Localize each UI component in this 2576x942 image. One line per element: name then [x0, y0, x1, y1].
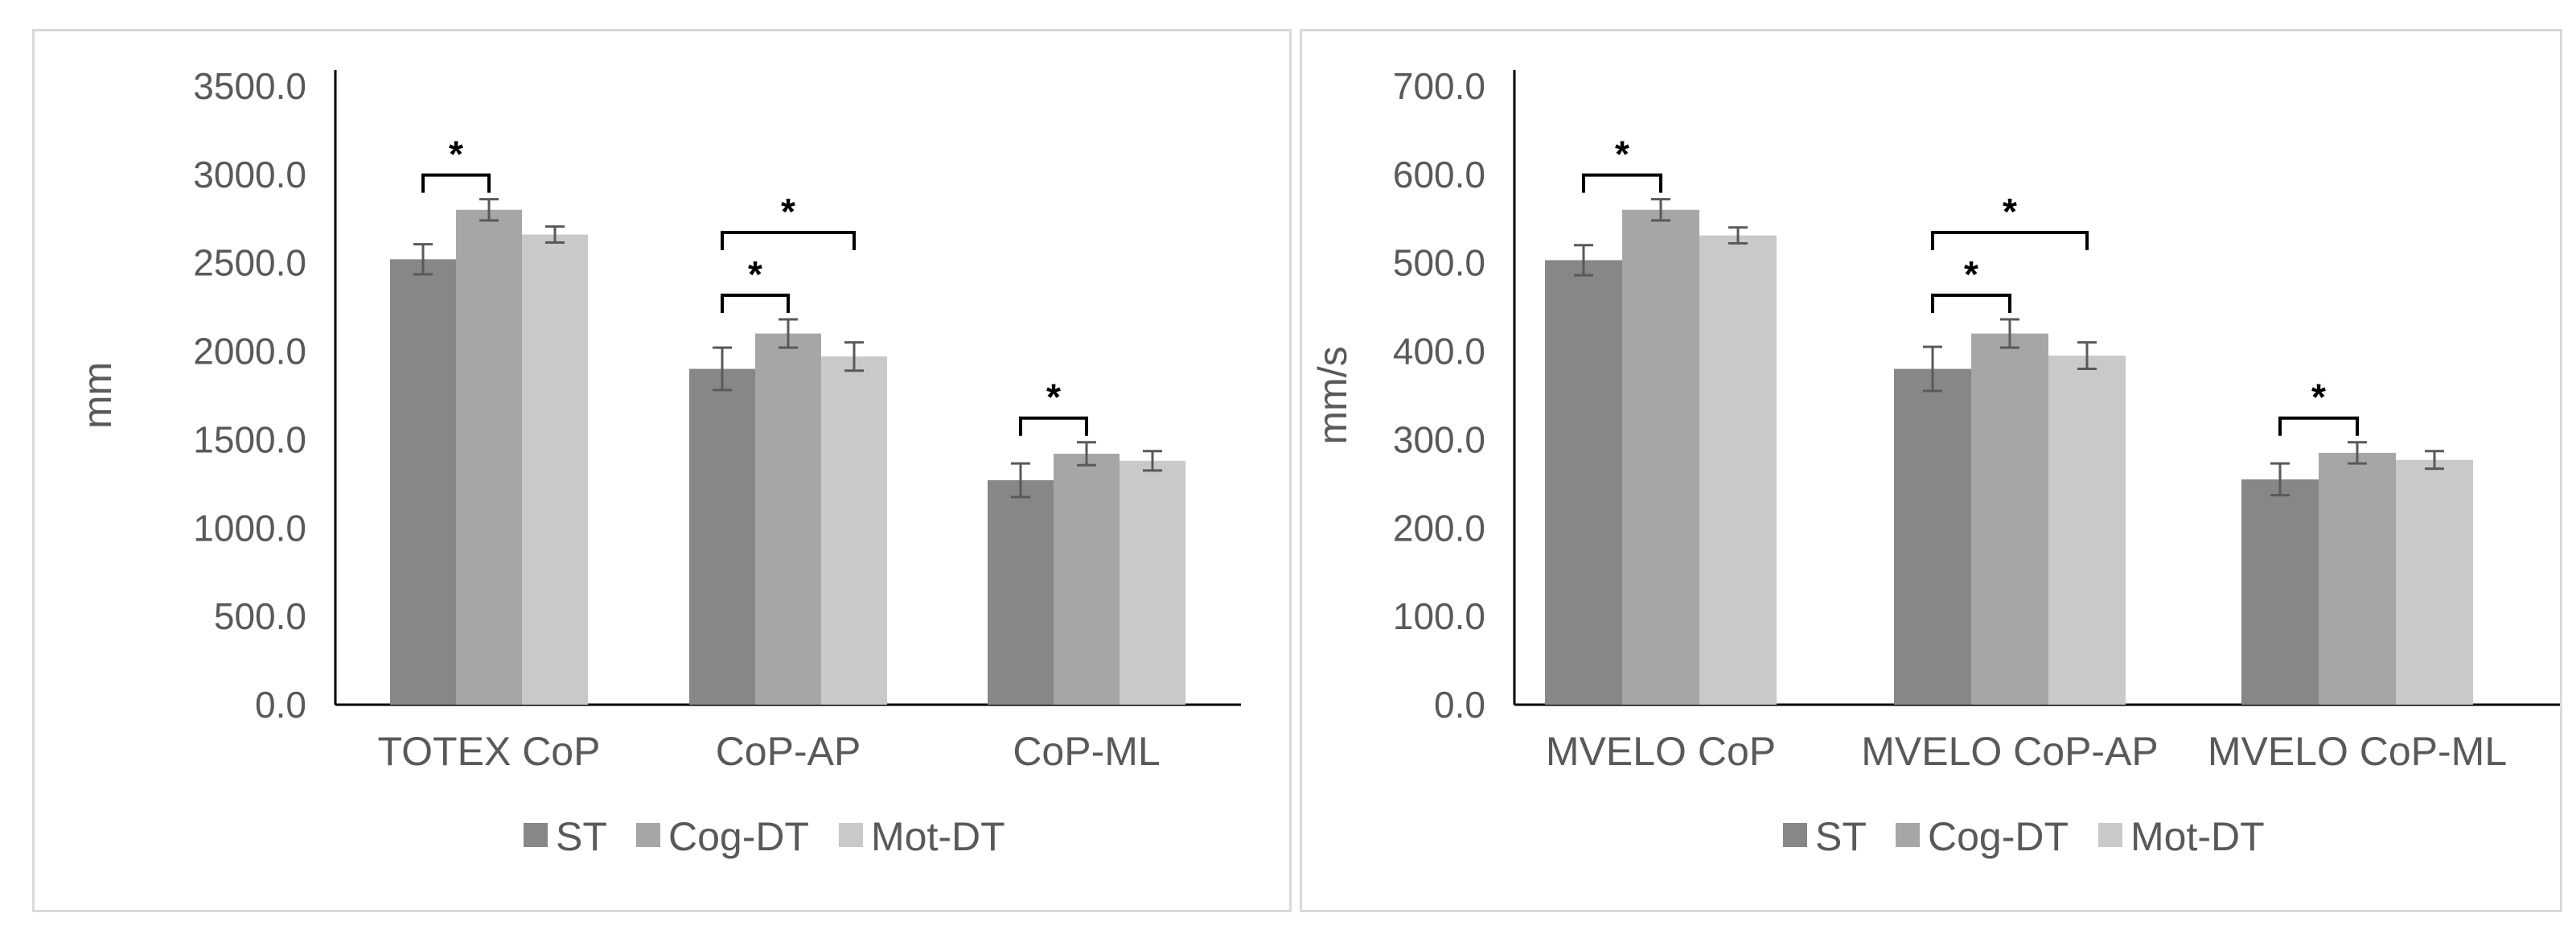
bar-st	[2241, 479, 2319, 705]
significance-star: *	[1046, 376, 1061, 418]
bar-mot-dt	[821, 356, 887, 705]
y-tick-label: 400.0	[1393, 331, 1485, 372]
x-category-label: TOTEX CoP	[378, 729, 601, 774]
y-tick-label: 1000.0	[193, 507, 306, 549]
x-category-label: MVELO CoP-ML	[2208, 729, 2507, 774]
y-tick-label: 500.0	[214, 595, 306, 637]
significance-bracket	[1019, 416, 1088, 436]
y-axis-title: mm/s	[1310, 346, 1355, 444]
bar-st	[390, 259, 456, 705]
y-tick-label: 200.0	[1393, 507, 1485, 549]
y-tick-label: 300.0	[1393, 418, 1485, 460]
legend-label: Cog-DT	[1928, 814, 2069, 859]
legend-swatch-st	[524, 823, 548, 847]
significance-bracket	[1582, 173, 1662, 193]
x-category-label: CoP-AP	[716, 729, 861, 774]
legend-label: Mot-DT	[871, 814, 1005, 859]
y-tick-label: 3500.0	[193, 65, 306, 107]
bar-mot-dt	[522, 234, 588, 705]
x-category-label: MVELO CoP	[1546, 729, 1776, 774]
bar-chart-totex: 0.0 500.0 1000.0 1500.0 2000.0 2500.0 3000.0 35…	[75, 65, 1241, 859]
significance-star: *	[748, 253, 762, 295]
y-tick-label: 2500.0	[193, 242, 306, 284]
y-tick-label: 500.0	[1393, 242, 1485, 284]
significance-bracket	[721, 294, 790, 314]
bar-st	[1545, 260, 1622, 705]
bar-cog-dt	[2319, 452, 2396, 705]
x-category-label: CoP-ML	[1013, 729, 1160, 774]
bar-cog-dt	[1622, 209, 1699, 705]
bar-mot-dt	[1699, 235, 1777, 705]
bar-cog-dt	[755, 333, 821, 705]
x-category-label: MVELO CoP-AP	[1861, 729, 2159, 774]
y-tick-label: 0.0	[255, 684, 306, 726]
significance-star: *	[2003, 191, 2017, 232]
legend-swatch-st	[1783, 823, 1807, 847]
y-tick-label: 700.0	[1393, 65, 1485, 107]
bar-mot-dt	[2048, 356, 2126, 705]
bar-mot-dt	[2396, 459, 2473, 705]
chart-panel-right: 0.0 100.0 200.0 300.0 400.0 500.0 600.0 700.0 mm…	[1300, 29, 2562, 912]
bar-mot-dt	[1120, 460, 1185, 705]
y-axis-title: mm	[75, 362, 120, 429]
legend-label: ST	[556, 814, 607, 859]
significance-star: *	[1964, 253, 1978, 295]
bar-st	[988, 479, 1054, 705]
significance-star: *	[2311, 376, 2326, 418]
legend-label: ST	[1815, 814, 1867, 859]
significance-star: *	[1615, 134, 1629, 175]
significance-bracket	[1931, 294, 2011, 314]
y-tick-label: 3000.0	[193, 154, 306, 195]
chart-panel-left: 0.0 500.0 1000.0 1500.0 2000.0 2500.0 3000.0 35…	[32, 29, 1292, 912]
significance-bracket	[721, 231, 856, 251]
y-tick-label: 1500.0	[193, 418, 306, 460]
bar-chart-mvelo: 0.0 100.0 200.0 300.0 400.0 500.0 600.0 700.0 mm…	[1310, 65, 2560, 859]
y-tick-label: 2000.0	[193, 331, 306, 372]
bar-st	[1894, 368, 1971, 705]
bar-cog-dt	[1054, 454, 1120, 705]
bar-cog-dt	[456, 209, 522, 705]
y-tick-label: 0.0	[1434, 684, 1485, 726]
significance-bracket	[2278, 416, 2359, 436]
legend-swatch-cog-dt	[1896, 823, 1920, 847]
significance-bracket	[1931, 231, 2089, 251]
legend-swatch-cog-dt	[636, 823, 660, 847]
legend-label: Mot-DT	[2130, 814, 2265, 859]
significance-star: *	[449, 134, 463, 175]
bar-cog-dt	[1971, 333, 2048, 705]
y-tick-label: 600.0	[1393, 154, 1485, 195]
significance-bracket	[421, 173, 491, 193]
legend-swatch-mot-dt	[2098, 823, 2122, 847]
significance-star: *	[781, 191, 795, 232]
legend-label: Cog-DT	[668, 814, 809, 859]
y-tick-label: 100.0	[1393, 595, 1485, 637]
bar-st	[689, 368, 755, 705]
legend-swatch-mot-dt	[839, 823, 863, 847]
